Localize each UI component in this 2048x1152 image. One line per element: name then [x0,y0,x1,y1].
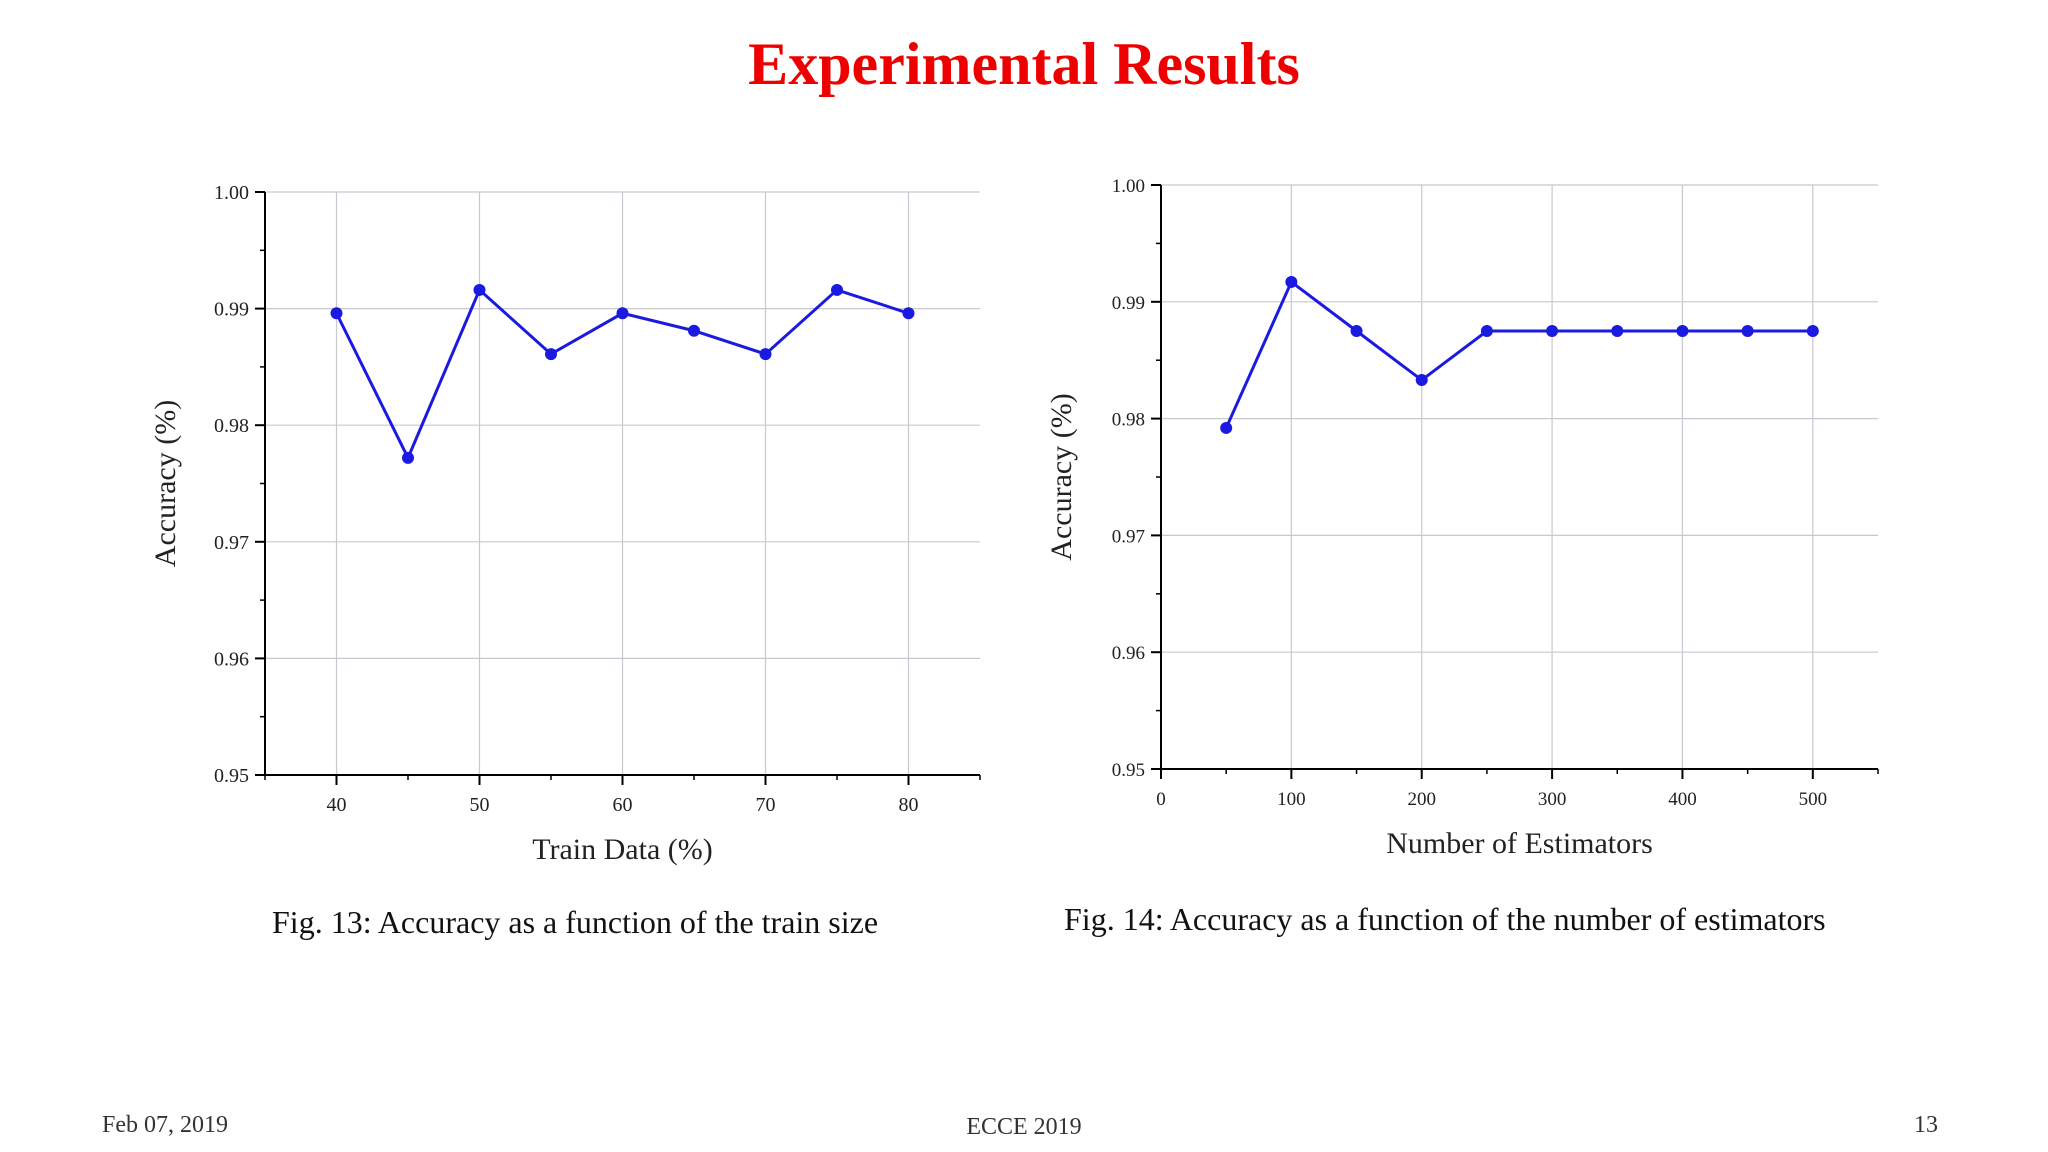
data-point [545,348,557,361]
data-point [616,307,629,320]
data-point [759,348,772,361]
x-tick-label: 0 [1156,789,1166,810]
y-tick-label: 0.98 [1112,410,1145,431]
data-point [1480,325,1493,337]
footer-conference: ECCE 2019 [966,1114,1082,1140]
figure-caption-14: Fig. 14: Accuracy as a function of the n… [1064,901,1826,937]
x-tick-label: 50 [470,794,490,816]
data-point [688,324,700,337]
x-tick-label: 100 [1277,789,1306,810]
chart-accuracy-vs-train-size: 0.95 0.96 0.97 0.98 0.99 1.00 40 50 60 70 80 Train … [149,182,981,866]
figure-caption-13: Fig. 13: Accuracy as a function of the t… [272,904,879,940]
slide-title: Experimental Results [748,31,1300,97]
y-tick-label: 0.99 [214,299,249,321]
x-axis-title: Train Data (%) [532,833,713,866]
y-tick-label: 0.95 [214,765,249,787]
y-tick-label: 1.00 [1112,176,1145,197]
x-tick-label: 60 [613,794,633,816]
x-tick-label: 80 [899,794,919,816]
data-point [1285,275,1298,288]
data-point [1741,325,1754,337]
footer-date: Feb 07, 2019 [102,1112,228,1138]
y-tick-label: 1.00 [214,182,249,204]
y-axis-title: Accuracy (%) [1045,393,1078,560]
x-tick-label: 500 [1799,789,1828,810]
y-axis-title: Accuracy (%) [149,400,182,567]
data-point [473,283,486,296]
series-line [1224,279,1813,429]
y-tick-label: 0.98 [214,415,249,437]
data-point [1611,325,1624,337]
data-point [1350,325,1363,337]
x-tick-label: 200 [1407,789,1436,810]
y-tick-label: 0.96 [214,648,249,670]
y-tick-label: 0.97 [214,532,249,554]
data-point [402,451,414,464]
data-point [1546,325,1559,337]
data-point [1676,325,1689,337]
x-tick-label: 40 [327,794,347,816]
chart-accuracy-vs-estimators: 0.95 0.96 0.97 0.98 0.99 1.00 0 100 200 300 400 500… [1045,176,1879,860]
data-point [902,307,915,320]
footer-page-number: 13 [1914,1112,1938,1138]
data-point [1415,374,1428,387]
x-axis-title: Number of Estimators [1386,827,1653,860]
x-tick-label: 300 [1538,789,1567,810]
y-tick-label: 0.99 [1112,293,1145,314]
data-point [1806,325,1819,337]
x-tick-label: 70 [756,794,776,816]
data-point [1220,421,1233,434]
y-tick-label: 0.97 [1112,526,1145,547]
y-tick-label: 0.95 [1112,760,1145,781]
data-point [831,283,843,296]
x-tick-label: 400 [1668,789,1697,810]
y-tick-label: 0.96 [1112,643,1145,664]
data-point [330,307,343,320]
